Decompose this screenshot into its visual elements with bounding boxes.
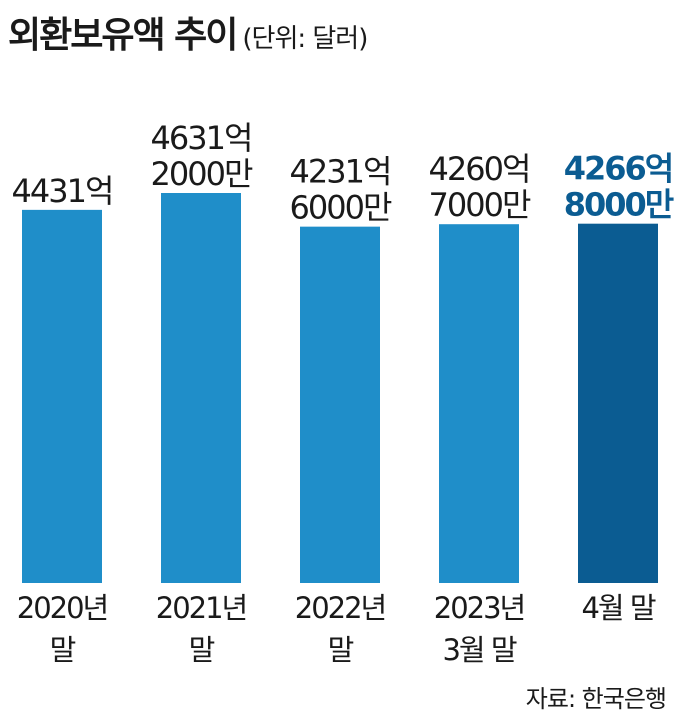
- category-label-3-1: 3월 말: [442, 633, 516, 667]
- bar-3: [439, 224, 519, 584]
- data-label-3-1: 7000만: [429, 186, 531, 224]
- source-note: 자료: 한국은행: [525, 685, 667, 713]
- chart-title: 외환보유액 추이: [8, 15, 238, 56]
- category-label-0-1: 말: [50, 633, 76, 667]
- data-label-0-0: 4431억: [12, 172, 113, 210]
- data-label-4-1: 8000만: [564, 186, 674, 224]
- data-label-2-0: 4231억: [290, 153, 391, 191]
- data-label-1-0: 4631억: [151, 119, 252, 157]
- category-label-0-0: 2020년: [17, 591, 107, 625]
- chart-title-block: 외환보유액 추이 (단위: 달러): [8, 6, 368, 58]
- bar-4: [578, 223, 658, 583]
- data-label-4-0: 4266억: [564, 150, 673, 188]
- unit-note: (단위: 달러): [242, 24, 368, 54]
- category-label-2-1: 말: [328, 633, 354, 667]
- category-label-4-0: 4월 말: [581, 591, 655, 625]
- data-label-3-0: 4260억: [429, 150, 530, 188]
- data-label-2-1: 6000만: [290, 189, 392, 227]
- data-label-1-1: 2000만: [151, 155, 253, 193]
- category-label-2-0: 2022년: [295, 591, 385, 625]
- bar-0: [22, 209, 102, 583]
- category-label-1-0: 2021년: [156, 591, 246, 625]
- bar-2: [300, 226, 380, 584]
- category-label-1-1: 말: [189, 633, 215, 667]
- bar-1: [161, 193, 241, 583]
- category-label-3-0: 2023년: [434, 591, 524, 625]
